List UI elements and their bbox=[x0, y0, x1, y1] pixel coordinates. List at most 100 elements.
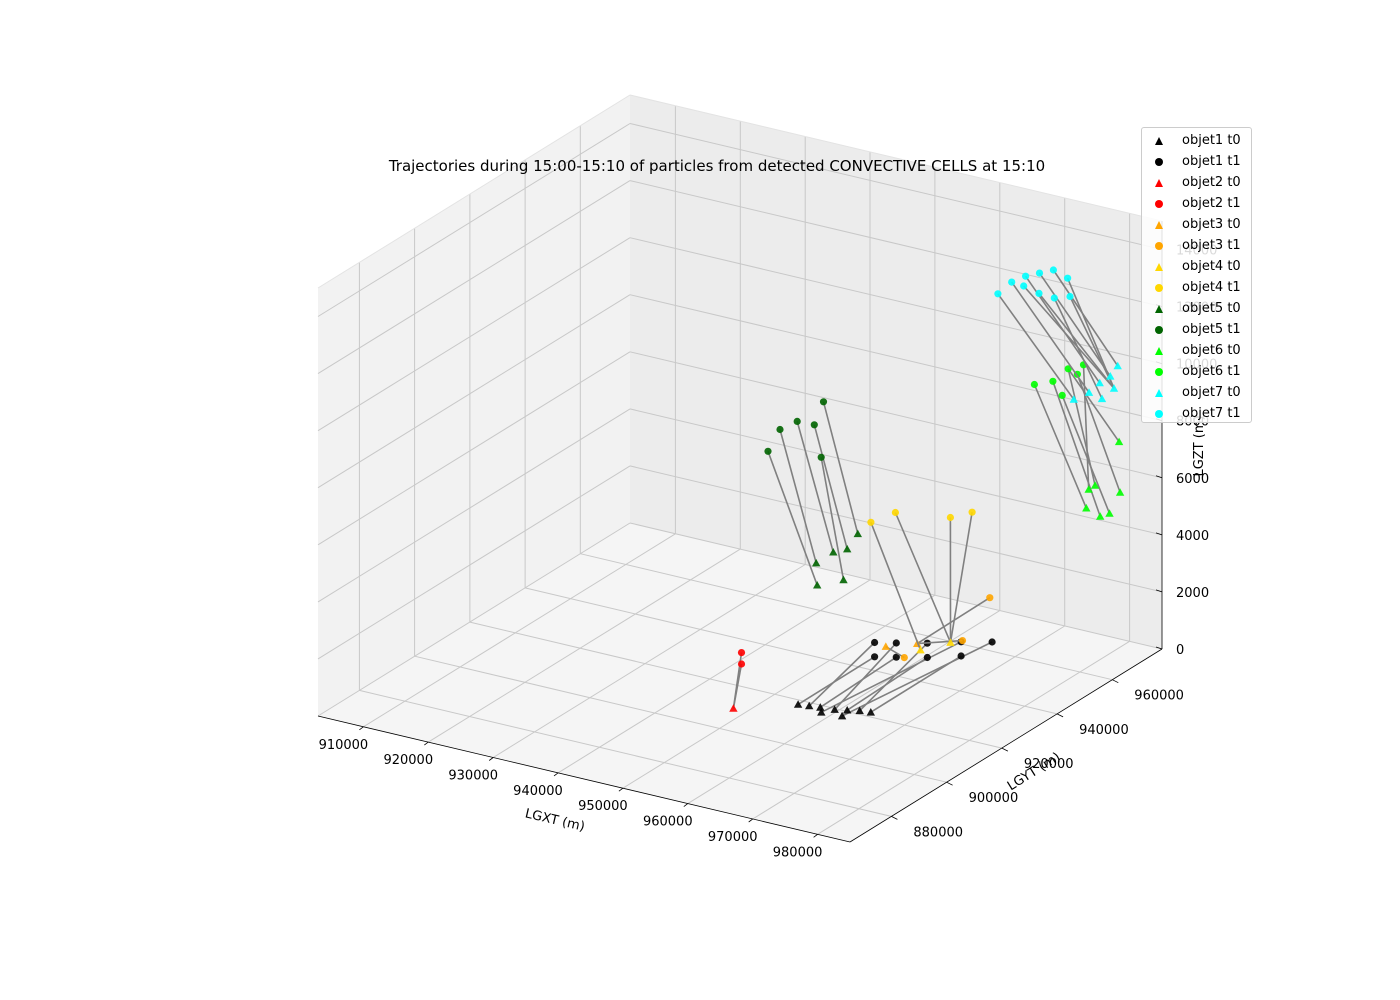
legend-label: objet2 t1 bbox=[1182, 196, 1241, 211]
legend-label: objet1 t0 bbox=[1182, 133, 1241, 148]
legend-circle-marker bbox=[1142, 403, 1182, 424]
grid-line-y-floor bbox=[414, 655, 947, 783]
y-tick-mark bbox=[1112, 679, 1119, 684]
objet5-trajectory bbox=[813, 424, 848, 550]
objet4-trajectory bbox=[949, 512, 973, 643]
objet7-trajectory bbox=[1011, 281, 1090, 393]
legend-item: objet1 t1 bbox=[1142, 151, 1251, 172]
legend-item: objet6 t1 bbox=[1142, 361, 1251, 382]
legend-label: objet7 t0 bbox=[1182, 385, 1241, 400]
objet6-trajectory bbox=[1033, 384, 1088, 509]
objet6-t1-point bbox=[1064, 365, 1072, 373]
objet6-t0-point bbox=[1115, 488, 1125, 496]
legend-label: objet5 t0 bbox=[1182, 301, 1241, 316]
x-tick-label: 960000 bbox=[643, 815, 693, 830]
legend-triangle-marker bbox=[1142, 172, 1182, 193]
objet6-trajectory bbox=[1052, 381, 1101, 517]
objet6-t0-point bbox=[1090, 481, 1100, 489]
grid-line-z-side bbox=[317, 180, 631, 375]
objet4-t0-point bbox=[916, 645, 925, 654]
objet5-trajectory bbox=[796, 421, 835, 553]
objet6-t0-point bbox=[1105, 509, 1114, 517]
z-tick-label: 4000 bbox=[1176, 529, 1209, 544]
legend-item: objet5 t1 bbox=[1142, 319, 1251, 340]
y-tick-label: 880000 bbox=[913, 825, 963, 840]
objet1-t1-point bbox=[871, 653, 879, 661]
legend-item: objet7 t0 bbox=[1142, 382, 1251, 403]
objet1-trajectory bbox=[819, 656, 897, 708]
objet5-trajectory bbox=[820, 457, 845, 580]
objet4-trajectory bbox=[870, 522, 922, 651]
grid-line-z-side bbox=[317, 522, 631, 717]
legend-label: objet4 t0 bbox=[1182, 259, 1241, 274]
grid-lines bbox=[317, 105, 1163, 835]
objet7-t1-point bbox=[1066, 292, 1074, 301]
objet4-t1-point bbox=[946, 513, 955, 522]
objet4-t1-point bbox=[891, 508, 900, 517]
objet7-t1-point bbox=[1035, 269, 1044, 277]
grid-line-y-floor bbox=[359, 689, 892, 817]
legend-label: objet3 t1 bbox=[1182, 238, 1241, 253]
objet4-t0-point bbox=[946, 638, 955, 646]
legend-item: objet5 t0 bbox=[1142, 298, 1251, 319]
x-tick-label: 970000 bbox=[708, 830, 758, 845]
grid-line-x-floor bbox=[428, 548, 741, 743]
objet1-t0-point bbox=[817, 708, 826, 716]
z-tick-label: 0 bbox=[1176, 643, 1184, 658]
objet7-t0-point bbox=[1095, 378, 1104, 387]
objet7-t1-point bbox=[1035, 289, 1043, 297]
objet3-t0-point bbox=[881, 642, 890, 650]
objet6-t1-point bbox=[1058, 391, 1066, 399]
objet7-trajectory bbox=[997, 293, 1075, 400]
legend-item: objet1 t0 bbox=[1142, 130, 1251, 151]
grid-line-z-back bbox=[629, 408, 1163, 536]
grid-line-x-floor bbox=[363, 533, 676, 728]
objet7-t0-point bbox=[1109, 384, 1119, 392]
legend-label: objet7 t1 bbox=[1182, 406, 1241, 421]
legend-item: objet7 t1 bbox=[1142, 403, 1251, 424]
grid-line-y-floor bbox=[469, 621, 1003, 749]
objet7-trajectory bbox=[1066, 277, 1115, 389]
grid-line-z-side bbox=[317, 351, 631, 546]
objet5-t0-point bbox=[843, 544, 852, 553]
objet7-t1-point bbox=[1049, 266, 1057, 274]
objet2-t1-point bbox=[737, 649, 746, 657]
x-axis-line bbox=[317, 715, 851, 843]
grid-line-z-side bbox=[317, 294, 631, 489]
objet6-t1-point bbox=[1030, 380, 1038, 389]
z-tick-mark bbox=[1155, 646, 1163, 650]
x-tick-mark bbox=[813, 833, 818, 838]
objet6-trajectory bbox=[1067, 368, 1096, 486]
objet1-t1-point bbox=[871, 638, 879, 647]
legend-item: objet6 t0 bbox=[1142, 340, 1251, 361]
chart-title: Trajectories during 15:00-15:10 of parti… bbox=[388, 157, 1046, 175]
objet5-t1-point bbox=[776, 425, 784, 434]
objet4-t1-point bbox=[867, 518, 875, 526]
legend-label: objet3 t0 bbox=[1182, 217, 1241, 232]
objet7-t1-point bbox=[1008, 278, 1016, 286]
objet1-trajectory bbox=[841, 641, 993, 717]
y-tick-mark bbox=[891, 816, 898, 820]
pane-edge bbox=[629, 94, 1163, 222]
objet5-t1-point bbox=[764, 447, 772, 455]
legend-item: objet4 t1 bbox=[1142, 277, 1251, 298]
legend-triangle-marker bbox=[1142, 340, 1182, 361]
legend-circle-marker bbox=[1142, 319, 1182, 340]
z-tick-mark bbox=[1155, 589, 1163, 593]
legend-circle-marker bbox=[1142, 361, 1182, 382]
objet5-t1-point bbox=[817, 453, 825, 461]
objet6-t0-point bbox=[1114, 437, 1124, 446]
y-axis-line bbox=[849, 648, 1163, 843]
z-tick-mark bbox=[1155, 532, 1163, 536]
z-tick-label: 6000 bbox=[1176, 472, 1209, 487]
objet7-trajectory bbox=[1038, 292, 1115, 389]
legend-triangle-marker bbox=[1142, 130, 1182, 151]
objet7-t0-point bbox=[1106, 372, 1115, 380]
objet1-t1-point bbox=[892, 639, 900, 647]
legend-triangle-marker bbox=[1142, 298, 1182, 319]
grid-line-z-back bbox=[629, 123, 1163, 250]
objet5-t1-point bbox=[819, 398, 828, 406]
objet6-trajectory bbox=[1067, 368, 1120, 443]
y-tick-label: 900000 bbox=[969, 791, 1019, 806]
